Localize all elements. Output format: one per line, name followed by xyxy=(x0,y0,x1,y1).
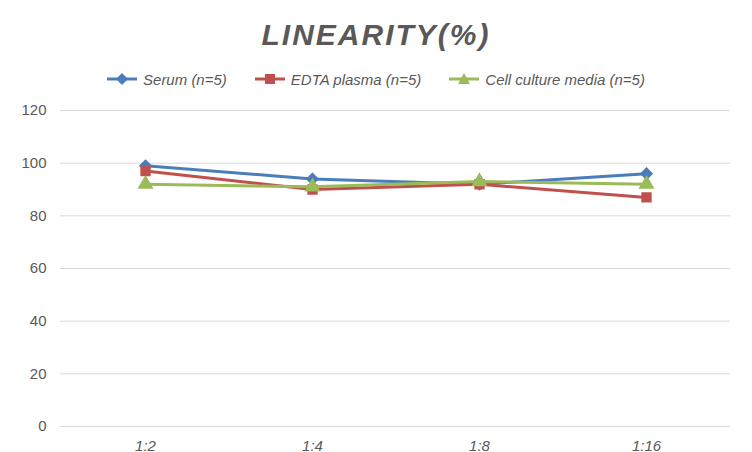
svg-text:1:4: 1:4 xyxy=(302,437,323,452)
svg-text:100: 100 xyxy=(21,154,46,171)
svg-text:80: 80 xyxy=(30,207,47,224)
html-text:Cell culture media (n=5): Cell culture media (n=5) xyxy=(485,70,645,88)
html-text:EDTA plasma (n=5): EDTA plasma (n=5) xyxy=(290,70,422,88)
svg-text:60: 60 xyxy=(30,259,47,276)
svg-text:0: 0 xyxy=(38,417,46,434)
svg-text:20: 20 xyxy=(30,365,47,382)
svg-text:1:2: 1:2 xyxy=(135,437,157,452)
html-text:Serum (n=5): Serum (n=5) xyxy=(143,70,227,88)
svg-text:1:16: 1:16 xyxy=(632,437,662,452)
html-text:LINEARITY(%): LINEARITY(%) xyxy=(261,18,491,51)
svg-text:120: 120 xyxy=(21,101,46,118)
svg-text:1:8: 1:8 xyxy=(469,437,491,452)
svg-text:40: 40 xyxy=(30,312,47,329)
